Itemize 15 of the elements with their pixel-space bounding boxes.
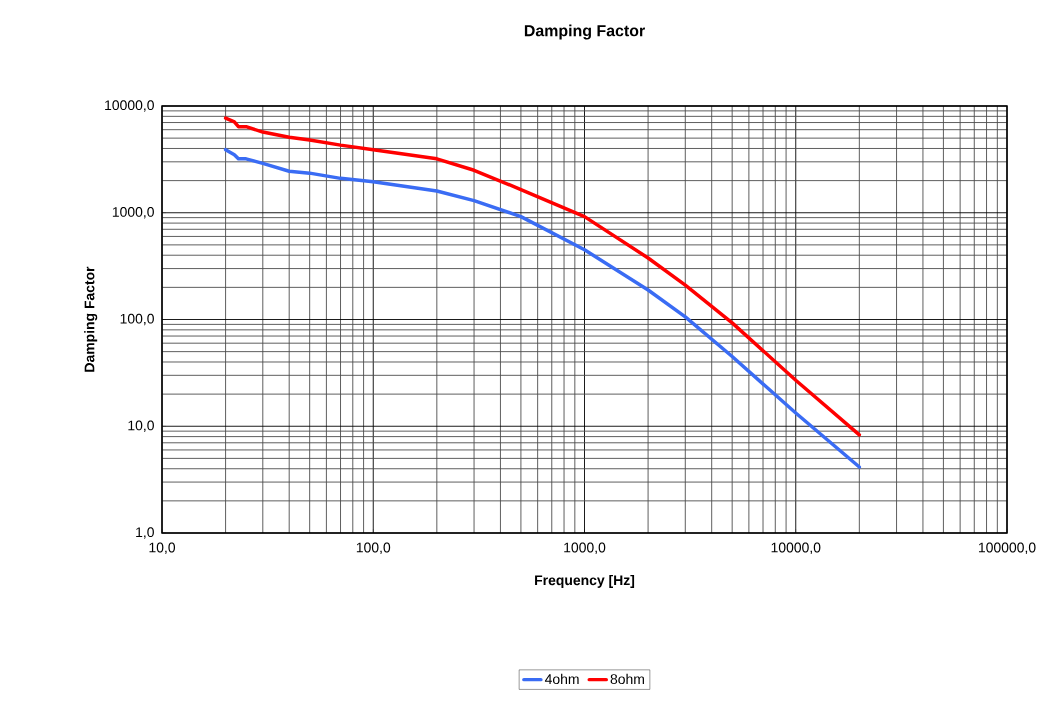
y-tick-label: 1,0 — [136, 527, 154, 539]
x-tick-label: 1000,0 — [564, 542, 606, 555]
y-tick-label: 10000,0 — [105, 100, 154, 112]
x-tick-label: 10,0 — [149, 542, 176, 555]
x-tick-label: 100,0 — [356, 542, 391, 555]
y-tick-label: 1000,0 — [112, 206, 154, 219]
legend-label: 4ohm — [544, 673, 579, 685]
legend-label: 8ohm — [610, 673, 644, 685]
x-tick-label: 100000,0 — [978, 542, 1036, 555]
x-axis-title: Frequency [Hz] — [535, 574, 635, 588]
chart-title: Damping Factor — [524, 24, 645, 40]
y-tick-label: 100,0 — [120, 313, 154, 326]
y-axis-title: Damping Factor — [84, 266, 98, 372]
x-tick-label: 10000,0 — [771, 542, 821, 555]
y-tick-label: 10,0 — [128, 420, 154, 433]
